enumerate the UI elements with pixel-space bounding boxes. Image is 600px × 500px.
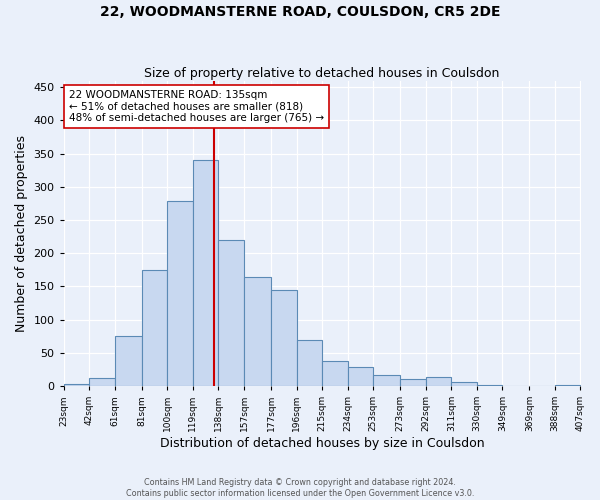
Bar	[400, 380, 426, 386]
Text: 22, WOODMANSTERNE ROAD, COULSDON, CR5 2DE: 22, WOODMANSTERNE ROAD, COULSDON, CR5 2D…	[100, 5, 500, 19]
Bar	[244, 276, 271, 386]
Bar	[451, 382, 477, 386]
Bar	[115, 336, 142, 386]
Bar	[347, 368, 373, 386]
Bar	[89, 378, 115, 386]
Text: 22 WOODMANSTERNE ROAD: 135sqm
← 51% of detached houses are smaller (818)
48% of : 22 WOODMANSTERNE ROAD: 135sqm ← 51% of d…	[69, 90, 324, 123]
Bar	[426, 378, 451, 386]
Title: Size of property relative to detached houses in Coulsdon: Size of property relative to detached ho…	[145, 66, 500, 80]
Bar	[64, 384, 89, 386]
Text: Contains HM Land Registry data © Crown copyright and database right 2024.
Contai: Contains HM Land Registry data © Crown c…	[126, 478, 474, 498]
Y-axis label: Number of detached properties: Number of detached properties	[15, 135, 28, 332]
Bar	[167, 202, 193, 386]
Bar	[218, 240, 244, 386]
Bar	[271, 290, 296, 386]
X-axis label: Distribution of detached houses by size in Coulsdon: Distribution of detached houses by size …	[160, 437, 484, 450]
Bar	[373, 375, 400, 386]
Bar	[193, 160, 218, 386]
Bar	[322, 361, 347, 386]
Bar	[142, 270, 167, 386]
Bar	[296, 340, 322, 386]
Bar	[477, 384, 502, 386]
Bar	[555, 384, 580, 386]
